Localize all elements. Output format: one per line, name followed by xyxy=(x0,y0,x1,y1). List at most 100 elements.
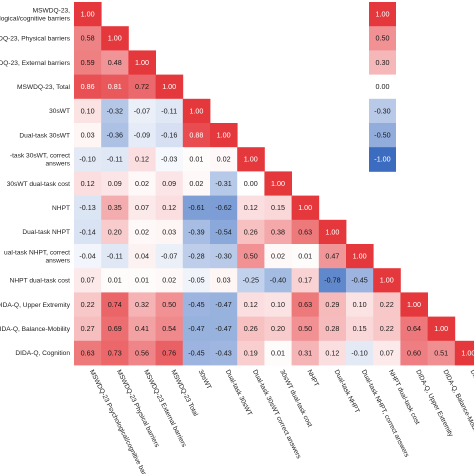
heatmap-cell xyxy=(128,98,156,124)
heatmap-cell xyxy=(74,340,102,366)
cell-value-label: 1.00 xyxy=(298,203,312,212)
cell-value-label: 0.12 xyxy=(135,155,149,164)
heatmap-cell xyxy=(346,316,374,342)
heatmap-cell xyxy=(155,219,184,245)
cell-value-label: 0.15 xyxy=(353,324,367,333)
row-label: DIDA-Q, Upper Extremity xyxy=(0,302,71,309)
cell-value-label: -0.32 xyxy=(107,106,123,115)
legend-tick-label: -1.00 xyxy=(374,155,390,164)
cell-value-label: 1.00 xyxy=(380,276,394,285)
row-label: 30sWT dual-task cost xyxy=(7,181,70,188)
cell-value-label: 0.12 xyxy=(325,348,339,357)
cell-value-label: 0.32 xyxy=(135,300,149,309)
cell-value-label: -0.47 xyxy=(215,324,231,333)
cell-value-label: 0.81 xyxy=(108,82,122,91)
row-label: MSWDQ-23, ological/cognitive barriers xyxy=(0,7,71,22)
heatmap-cell xyxy=(101,316,129,342)
heatmap-cell xyxy=(373,340,401,366)
heatmap-cell xyxy=(182,219,211,245)
heatmap-cell xyxy=(182,98,211,124)
heatmap-cell xyxy=(210,195,238,221)
heatmap-cell xyxy=(237,316,265,342)
cell-value-label: -0.62 xyxy=(215,203,231,212)
cell-value-label: 0.02 xyxy=(271,252,285,261)
cell-value-label: 0.26 xyxy=(244,324,258,333)
cell-value-label: 1.00 xyxy=(271,179,285,188)
heatmap-cell xyxy=(210,340,238,366)
cell-value-label: -0.11 xyxy=(161,106,177,115)
cell-value-label: 0.74 xyxy=(108,300,122,309)
cell-value-label: 1.00 xyxy=(189,106,203,115)
cell-value-label: -0.13 xyxy=(79,203,95,212)
cell-value-label: 1.00 xyxy=(162,82,176,91)
cell-value-label: 0.63 xyxy=(298,300,312,309)
cell-value-label: 0.02 xyxy=(162,276,176,285)
cell-value-label: 0.58 xyxy=(81,34,95,43)
heatmap-cell xyxy=(237,292,265,317)
heatmap-cell xyxy=(210,292,238,317)
heatmap-cell xyxy=(74,292,102,317)
heatmap-cell xyxy=(128,219,156,245)
row-label: ual-task NHPT, correct answers xyxy=(4,249,71,264)
legend-swatch xyxy=(369,50,396,75)
cell-value-label: 0.47 xyxy=(325,252,339,261)
heatmap-cell xyxy=(101,292,129,317)
cell-value-label: 0.01 xyxy=(189,155,203,164)
heatmap-cell xyxy=(74,26,102,51)
cell-value-label: -0.05 xyxy=(188,276,204,285)
cell-value-label: -0.43 xyxy=(215,348,231,357)
heatmap-cell xyxy=(101,195,129,221)
heatmap-cell xyxy=(155,268,184,293)
heatmap-cell xyxy=(128,316,156,342)
cell-value-label: 0.07 xyxy=(135,203,149,212)
cell-value-label: 0.20 xyxy=(271,324,285,333)
heatmap-cell xyxy=(101,219,129,245)
cell-value-label: 0.10 xyxy=(271,300,285,309)
cell-value-label: 1.00 xyxy=(353,252,367,261)
cell-value-label: -0.30 xyxy=(215,252,231,261)
cell-value-label: 0.69 xyxy=(108,324,122,333)
row-label: NHPT dual-task cost xyxy=(10,278,71,285)
cell-value-label: -0.07 xyxy=(161,252,177,261)
heatmap-cell xyxy=(74,50,102,75)
cell-value-label: 0.72 xyxy=(135,82,149,91)
heatmap-cell xyxy=(101,50,129,75)
cell-value-label: -0.10 xyxy=(351,348,367,357)
heatmap-cell xyxy=(182,340,211,366)
heatmap-cell xyxy=(101,74,129,100)
row-label: Dual-task 30sWT xyxy=(19,132,70,139)
heatmap-cell xyxy=(237,244,265,269)
legend-tick-label: -0.30 xyxy=(374,106,390,115)
cell-value-label: -0.11 xyxy=(107,155,123,164)
cell-value-label: -0.40 xyxy=(270,276,286,285)
heatmap-cell xyxy=(264,219,292,245)
cell-value-label: 0.12 xyxy=(162,203,176,212)
column-label: DIDA-Q xyxy=(469,369,474,393)
heatmap-cell xyxy=(182,123,211,148)
heatmap-cell xyxy=(74,244,102,269)
heatmap-cell xyxy=(373,316,401,342)
cell-value-label: -0.36 xyxy=(107,131,123,140)
heatmap-cell xyxy=(182,147,211,172)
heatmap-cell xyxy=(264,292,292,317)
cell-value-label: -0.47 xyxy=(188,324,204,333)
cell-value-label: 0.59 xyxy=(81,58,95,67)
heatmap-cell xyxy=(264,244,292,269)
row-label: -task 30sWT, correct answers xyxy=(10,153,71,168)
cell-value-label: 0.12 xyxy=(244,300,258,309)
cell-value-label: -0.31 xyxy=(215,179,231,188)
heatmap-cell xyxy=(101,26,129,51)
cell-value-label: -0.09 xyxy=(134,131,150,140)
heatmap-cell xyxy=(346,292,374,317)
heatmap-cell xyxy=(155,123,184,148)
row-label: VDQ-23, Physical barriers xyxy=(0,36,71,43)
column-label: Dual-task 30sWT xyxy=(224,369,253,417)
heatmap-cell xyxy=(454,340,474,366)
heatmap-cell xyxy=(128,123,156,148)
heatmap-cell xyxy=(182,292,211,317)
cell-value-label: 0.01 xyxy=(271,348,285,357)
column-label: Dual-task 30sWT correct answers xyxy=(251,369,302,461)
heatmap-cell xyxy=(155,340,184,366)
cell-value-label: 0.22 xyxy=(380,300,394,309)
